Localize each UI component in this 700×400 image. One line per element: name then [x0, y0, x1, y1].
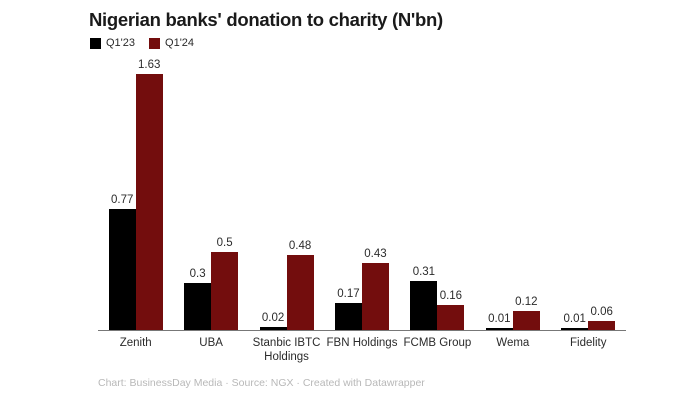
bar[interactable]: [135, 74, 163, 330]
bar-slot: 0.48: [286, 60, 314, 330]
bar-group: 0.01 0.12: [475, 60, 550, 330]
bar-group: 0.3 0.5: [173, 60, 248, 330]
bar-value-label: 0.06: [590, 305, 613, 318]
bar-value-label: 0.12: [515, 296, 538, 309]
bar-value-label: 0.31: [412, 266, 436, 279]
x-axis-label: Zenith: [119, 337, 152, 349]
bar-group: 0.01 0.06: [551, 60, 626, 330]
bar-slot: 0.16: [437, 60, 465, 330]
bar[interactable]: [485, 328, 513, 330]
bar-value-label: 0.01: [563, 313, 586, 325]
bar[interactable]: [361, 262, 389, 330]
bar[interactable]: [108, 209, 136, 330]
bar-slot: 0.01: [485, 60, 513, 330]
bar-slot: 0.12: [512, 60, 540, 330]
legend-label-q1-23: Q1'23: [106, 37, 136, 49]
bar-slot: 0.5: [211, 60, 239, 330]
x-axis-label: Stanbic IBTC Holdings: [252, 337, 321, 363]
x-axis-label: Fidelity: [570, 337, 607, 349]
bar-slot: 1.63: [135, 59, 163, 330]
plot-area: 0.77 1.63 0.3 0.5 0.02 0.48 0.17 0.43 0.31 0.16 0.…: [98, 59, 626, 331]
x-axis-label: UBA: [199, 337, 223, 349]
bar-value-label: 0.02: [261, 311, 285, 324]
bar[interactable]: [588, 320, 616, 330]
bar[interactable]: [437, 304, 465, 330]
bar-group: 0.17 0.43: [324, 60, 399, 330]
bar-slot: 0.3: [184, 60, 212, 330]
x-axis-label: FBN Holdings: [326, 337, 398, 349]
bar-value-label: 1.63: [138, 59, 161, 72]
legend-swatch-q1-23: [90, 38, 101, 49]
x-axis-label: FCMB Group: [403, 337, 472, 349]
bar-slot: 0.01: [561, 60, 589, 330]
bar[interactable]: [184, 282, 212, 330]
chart-title: Nigerian banks' donation to charity (N'b…: [89, 9, 443, 30]
x-axis-line: [98, 330, 626, 331]
x-axis-category-labels: Zenith UBA Stanbic IBTC Holdings FBN Holdin…: [98, 336, 626, 364]
bar-slot: 0.77: [108, 60, 136, 330]
bar-value-label: 0.48: [288, 239, 312, 252]
bar[interactable]: [512, 311, 540, 330]
bar-value-label: 0.3: [189, 267, 206, 280]
bar-value-label: 0.17: [337, 288, 360, 301]
legend-label-q1-24: Q1'24: [165, 37, 195, 49]
bar-groups: 0.77 1.63 0.3 0.5 0.02 0.48 0.17 0.43 0.31 0.16 0.…: [98, 59, 626, 330]
bar-value-label: 0.5: [216, 236, 233, 249]
bar-group: 0.02 0.48: [249, 60, 324, 330]
legend-swatch-q1-24: [149, 38, 161, 49]
bar[interactable]: [410, 281, 438, 330]
bar-slot: 0.02: [259, 60, 287, 330]
bar-slot: 0.06: [588, 60, 616, 330]
bar[interactable]: [211, 251, 239, 330]
legend-item-q1-23: Q1'23: [90, 38, 135, 49]
bar[interactable]: [286, 254, 314, 330]
chart-legend: Q1'23 Q1'24: [90, 38, 194, 49]
bar-value-label: 0.77: [111, 194, 134, 207]
bar-slot: 0.43: [361, 60, 389, 330]
bar-group: 0.31 0.16: [400, 60, 475, 330]
bar[interactable]: [561, 328, 589, 330]
bar[interactable]: [334, 303, 362, 330]
x-axis-label: Wema: [496, 337, 530, 349]
chart-footer: Chart: BusinessDay Media · Source: NGX ·…: [98, 377, 425, 389]
bar-group: 0.77 1.63: [98, 59, 173, 330]
bar-slot: 0.17: [334, 60, 362, 330]
legend-item-q1-24: Q1'24: [149, 38, 194, 49]
bar-value-label: 0.43: [364, 247, 387, 260]
bar[interactable]: [259, 326, 287, 330]
bar-value-label: 0.01: [488, 313, 511, 325]
bar-slot: 0.31: [410, 60, 438, 330]
bar-value-label: 0.16: [439, 289, 463, 302]
